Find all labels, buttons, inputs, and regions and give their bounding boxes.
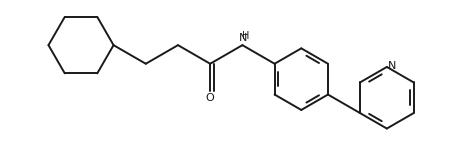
Text: N: N bbox=[388, 61, 396, 71]
Text: H: H bbox=[242, 31, 249, 41]
Text: N: N bbox=[239, 33, 247, 43]
Text: O: O bbox=[206, 93, 214, 103]
